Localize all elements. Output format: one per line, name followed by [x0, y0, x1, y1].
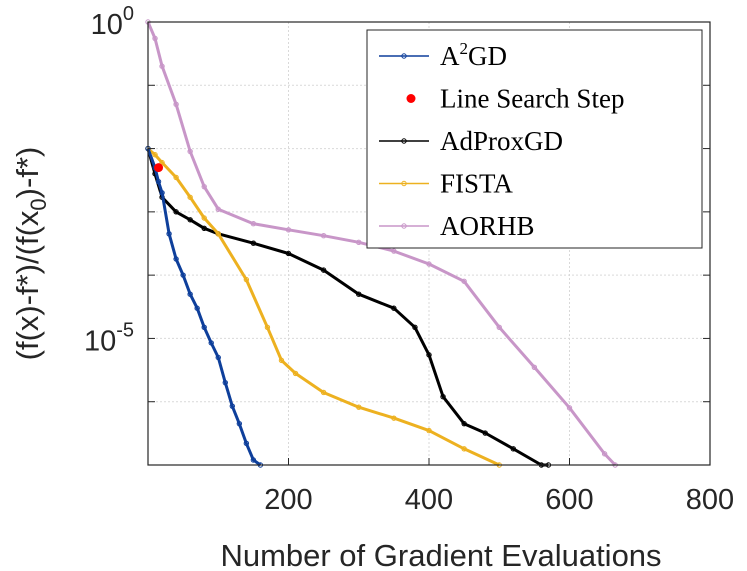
legend-label: A2GD — [440, 39, 507, 71]
data-point — [496, 324, 502, 330]
data-point — [201, 215, 207, 221]
data-point — [426, 352, 432, 358]
data-point — [391, 248, 397, 254]
data-point — [222, 379, 228, 386]
data-point — [320, 389, 327, 396]
data-point — [208, 340, 214, 346]
tick-labels: 200 400 600 800 100 10-5 — [84, 3, 734, 516]
legend-entry: A2GD — [379, 39, 507, 71]
data-point — [250, 240, 257, 246]
y-tick-label: 100 — [91, 3, 134, 41]
data-point — [601, 451, 608, 457]
x-tick-label: 800 — [686, 484, 734, 516]
legend-marker — [401, 180, 407, 187]
legend-label: AORHB — [440, 211, 535, 241]
legend-box — [366, 29, 703, 249]
data-point — [250, 220, 257, 227]
data-point — [187, 194, 193, 200]
legend-label: FISTA — [440, 169, 513, 199]
data-point — [391, 415, 397, 421]
data-point — [531, 364, 538, 370]
data-point — [201, 183, 207, 190]
legend: A2GD Line Search Step AdProxGD FISTA AORHB — [366, 29, 703, 249]
legend-label: Line Search Step — [440, 84, 624, 114]
data-point — [152, 152, 158, 158]
data-point — [566, 405, 573, 411]
series-adproxgd — [145, 145, 552, 468]
data-point — [215, 354, 221, 361]
data-point — [285, 250, 292, 257]
data-point — [180, 272, 186, 278]
legend-marker — [401, 138, 407, 144]
data-point — [461, 278, 467, 284]
line-search-point — [154, 163, 164, 173]
series-line — [146, 21, 617, 467]
data-point — [159, 190, 165, 196]
series-line — [147, 147, 500, 467]
legend-entry: AdProxGD — [379, 126, 563, 156]
series-line — [146, 148, 549, 467]
data-point — [166, 231, 172, 237]
data-point — [173, 101, 179, 108]
data-point — [356, 291, 362, 297]
data-point — [229, 403, 236, 409]
data-point — [391, 305, 397, 311]
data-point — [461, 446, 467, 452]
x-tick-label: 400 — [405, 484, 453, 516]
legend-entries: A2GD Line Search Step AdProxGD FISTA AORHB — [379, 39, 624, 241]
series-layer — [145, 19, 618, 468]
data-point — [201, 324, 207, 330]
data-point — [187, 217, 193, 223]
data-point — [194, 305, 200, 311]
data-point — [412, 324, 418, 330]
legend-marker — [401, 223, 407, 229]
data-point — [482, 430, 488, 436]
data-point — [292, 370, 299, 377]
tick-marks — [148, 21, 711, 466]
data-point — [243, 276, 250, 283]
data-point — [278, 357, 285, 364]
data-point — [426, 427, 432, 434]
x-tick-label: 600 — [545, 484, 593, 516]
data-point — [159, 63, 165, 69]
data-point — [264, 324, 271, 330]
data-point — [461, 420, 467, 427]
data-point — [152, 35, 158, 42]
data-point — [215, 231, 221, 237]
data-point — [155, 178, 162, 185]
data-point — [440, 394, 446, 400]
data-point — [173, 209, 179, 215]
x-tick-label: 200 — [264, 484, 312, 516]
legend-entry: FISTA — [379, 169, 513, 199]
series-fista — [145, 145, 502, 468]
data-point — [356, 239, 362, 246]
data-point — [285, 227, 292, 233]
data-point — [187, 148, 193, 155]
y-tick-label: 10-5 — [84, 319, 134, 357]
data-point — [201, 225, 207, 231]
legend-entry: AORHB — [379, 211, 535, 241]
data-point — [236, 420, 243, 427]
y-axis-title: (f(x)-f*)/(f(x0)-f*) — [10, 147, 51, 361]
data-point — [173, 256, 179, 262]
legend-marker — [406, 94, 416, 103]
data-point — [173, 174, 179, 181]
data-point — [250, 457, 257, 463]
data-point — [243, 440, 250, 447]
data-point — [215, 206, 221, 212]
data-point — [426, 261, 432, 267]
series-line-search-step — [154, 163, 164, 173]
data-point — [320, 233, 327, 239]
x-axis-title: Number of Gradient Evaluations — [220, 538, 661, 571]
data-point — [320, 267, 327, 273]
legend-entry: Line Search Step — [406, 84, 624, 114]
data-point — [187, 291, 193, 297]
legend-marker — [401, 53, 407, 59]
data-point — [356, 404, 362, 410]
data-point — [510, 446, 516, 452]
legend-label: AdProxGD — [440, 126, 563, 156]
